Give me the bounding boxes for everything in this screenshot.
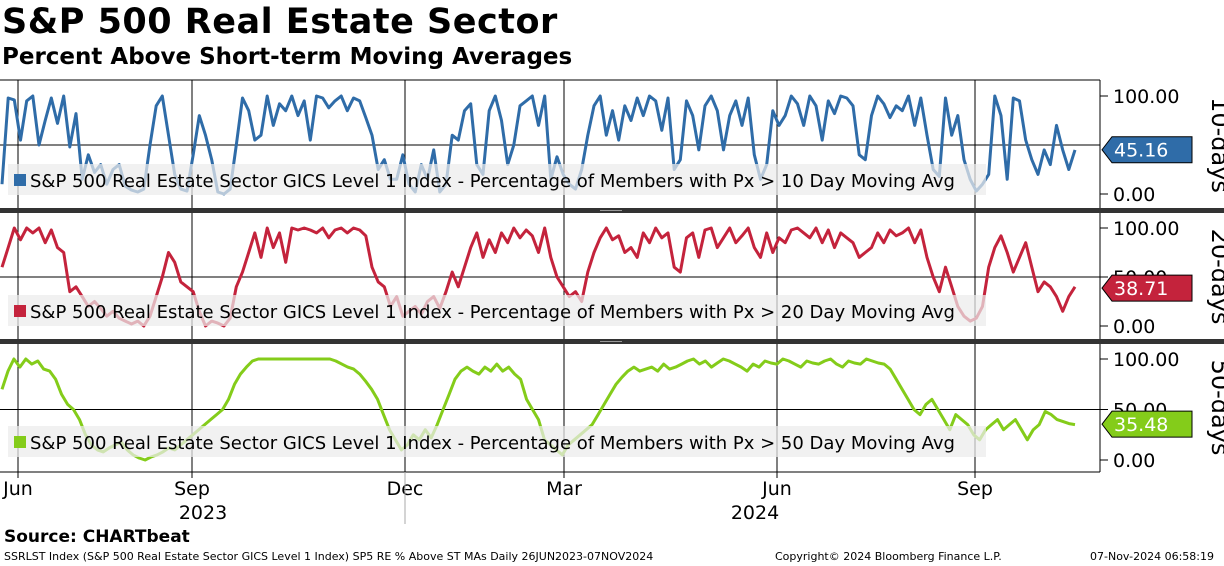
last-value-tag-20-days: [1101, 274, 1193, 302]
panel-label-10-days: 10-days: [1206, 97, 1224, 193]
last-value-label-50-days: 35.48: [1114, 414, 1168, 436]
source-label: Source: CHARTbeat: [4, 527, 190, 547]
ytick-label-50-days-0: 100.00: [1113, 349, 1179, 371]
panel-label-20-days: 20-days: [1206, 229, 1224, 325]
legend-text-10-days: S&P 500 Real Estate Sector GICS Level 1 …: [30, 171, 955, 192]
ytick-label-20-days-2: 0.00: [1113, 316, 1155, 338]
legend-swatch-50-days: [14, 436, 26, 448]
legend-text-20-days: S&P 500 Real Estate Sector GICS Level 1 …: [30, 302, 955, 323]
ytick-label-20-days-0: 100.00: [1113, 218, 1179, 240]
footer-description: SSRLST Index (S&P 500 Real Estate Sector…: [4, 550, 654, 563]
year-label-1: 2024: [731, 502, 779, 524]
chart-subtitle: Percent Above Short-term Moving Averages: [2, 44, 573, 70]
last-value-tag-10-days: [1101, 136, 1193, 164]
legend-text-50-days: S&P 500 Real Estate Sector GICS Level 1 …: [30, 433, 955, 454]
chart-title: S&P 500 Real Estate Sector: [2, 2, 558, 42]
ytick-label-10-days-0: 100.00: [1113, 86, 1179, 108]
xtick-label-4: Jun: [761, 478, 792, 500]
panel-handle-1: [600, 341, 622, 342]
panel-handle-0: [600, 210, 622, 211]
panel-label-50-days: 50-days: [1206, 360, 1224, 456]
last-value-label-20-days: 38.71: [1114, 278, 1168, 300]
ytick-label-50-days-2: 0.00: [1113, 450, 1155, 472]
year-label-0: 2023: [179, 502, 227, 524]
series-line-20-days: [0, 226, 1077, 328]
last-value-label-10-days: 45.16: [1114, 140, 1168, 162]
footer-copyright: Copyright© 2024 Bloomberg Finance L.P.: [775, 550, 1002, 563]
legend-swatch-10-days: [14, 174, 26, 186]
xtick-label-1: Sep: [174, 478, 210, 500]
legend-box-10-days: [8, 164, 986, 195]
legend-box-20-days: [8, 295, 986, 326]
legend-swatch-20-days: [14, 305, 26, 317]
xtick-label-0: Jun: [2, 478, 33, 500]
legend-box-50-days: [8, 426, 986, 457]
xtick-label-5: Sep: [957, 478, 993, 500]
footer-timestamp: 07-Nov-2024 06:58:19: [1090, 550, 1215, 563]
ytick-label-10-days-1: 0.00: [1113, 184, 1155, 206]
last-value-tag-50-days: [1101, 410, 1193, 438]
xtick-label-3: Mar: [546, 478, 582, 500]
